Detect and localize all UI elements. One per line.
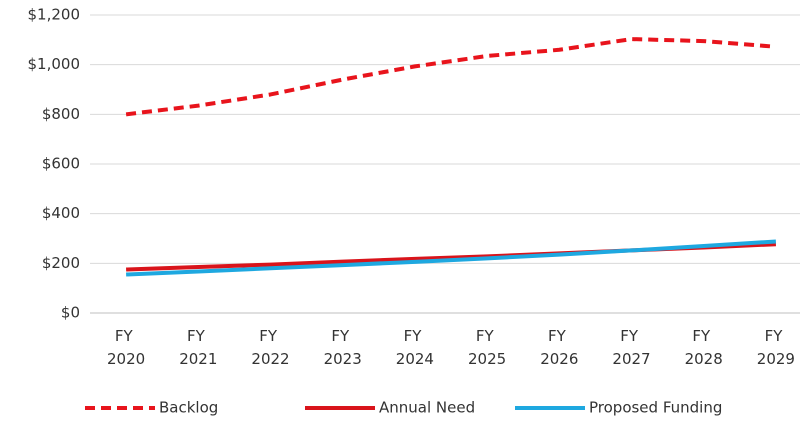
x-tick-label: FY 2024	[396, 327, 434, 368]
x-tick-label: FY 2028	[685, 327, 723, 368]
x-tick-label: FY 2027	[612, 327, 650, 368]
legend-label: Annual Need	[379, 399, 475, 417]
x-tick-label: FY 2025	[468, 327, 506, 368]
y-tick-label: $1,000	[28, 55, 81, 73]
y-tick-label: $400	[42, 204, 80, 222]
x-tick-label: FY 2026	[540, 327, 578, 368]
x-tick-label: FY 2029	[757, 327, 795, 368]
series-line	[125, 37, 777, 117]
series-line	[126, 239, 777, 277]
legend-label: Proposed Funding	[589, 399, 722, 417]
x-tick-label: FY 2021	[179, 327, 217, 368]
x-tick-label: FY 2023	[324, 327, 362, 368]
y-tick-label: $600	[42, 155, 80, 173]
y-tick-label: $200	[42, 254, 80, 272]
legend-label: Backlog	[159, 399, 218, 417]
y-tick-label: $0	[61, 304, 80, 322]
x-tick-label: FY 2022	[251, 327, 289, 368]
x-tick-label: FY 2020	[107, 327, 145, 368]
y-tick-label: $800	[42, 105, 80, 123]
y-tick-label: $1,200	[28, 6, 81, 24]
